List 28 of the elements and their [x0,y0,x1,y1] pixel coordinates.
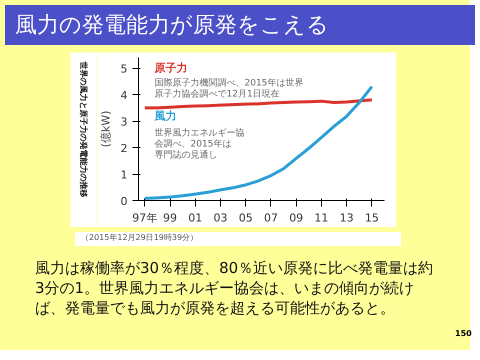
y-axis-title: (億kW) [100,110,112,148]
text: 世界の風力と原子力の発電能力の推移 [79,60,88,198]
line-series [143,98,374,110]
text: 150 [455,328,472,340]
y-tick-label: 4 [120,89,128,102]
x-tick-label: 01 [188,212,202,224]
line-series [143,85,374,200]
x-tick-label: 15 [364,212,379,224]
x-tick-label: 13 [340,212,354,224]
annotation: 世界風力エネルギー協会調べ、2015年は専門誌の見通し [154,128,244,160]
text: （2015年12月29日19時39分） [81,232,198,244]
y-tick-label: 1 [120,168,128,182]
chart-title: 風力の発電能力が原発をこえる [15,12,329,40]
y-tick-label: 2 [120,142,128,156]
x-tick-label: 99 [163,212,178,224]
annotation: 国際原子力機関調べ、2015年は世界原子力協会調べで12月1日現在 [154,78,304,100]
x-tick-label: 07 [264,212,278,224]
x-tick-label: 03 [214,212,228,224]
y-tick-label: 5 [120,62,128,76]
text: 風力は稼働率が30％程度、80％近い原発に比べ発電量は約3分の1。世界風力エネルギー協会は、いまの傾向が続けば、発電量でも風力が原発を超える可能性があると。 [35,258,434,318]
x-tick-label: 11 [314,212,328,224]
x-tick-label: 97年 [132,212,158,224]
text: 風力 [154,110,176,122]
x-tick-label: 05 [238,212,253,224]
text: 原子力 [154,62,188,74]
y-tick-label: 0 [120,195,128,208]
y-tick-label: 3 [120,116,128,129]
x-tick-label: 09 [289,212,304,224]
